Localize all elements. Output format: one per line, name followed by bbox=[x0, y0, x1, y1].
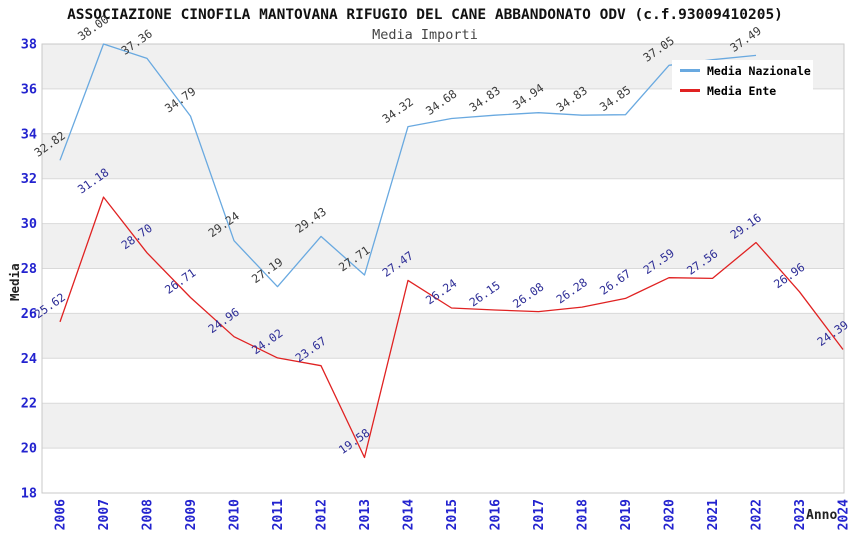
y-tick-label: 34 bbox=[21, 126, 37, 142]
y-tick-label: 26 bbox=[21, 306, 37, 322]
legend-label-nazionale: Media Nazionale bbox=[707, 63, 811, 78]
plot-band bbox=[42, 223, 844, 269]
data-label: 38.00 bbox=[75, 12, 111, 43]
data-label: 34.68 bbox=[423, 87, 459, 118]
plot-border bbox=[41, 43, 845, 494]
y-tick-label: 32 bbox=[21, 171, 37, 187]
plot-band bbox=[42, 133, 844, 179]
x-tick-label: 2024 bbox=[837, 499, 850, 530]
y-tick-label: 18 bbox=[21, 486, 37, 502]
x-tick-label: 2018 bbox=[576, 499, 591, 530]
ente-line-swatch-icon bbox=[680, 89, 700, 92]
y-tick-label: 24 bbox=[21, 351, 37, 367]
y-tick-label: 38 bbox=[21, 37, 37, 53]
x-tick-label: 2021 bbox=[706, 499, 721, 530]
y-tick-label: 28 bbox=[21, 261, 37, 277]
x-tick-label: 2023 bbox=[793, 499, 808, 530]
chart-title: ASSOCIAZIONE CINOFILA MANTOVANA RIFUGIO … bbox=[67, 7, 783, 23]
y-axis-label: Media bbox=[7, 263, 22, 301]
x-tick-label: 2015 bbox=[445, 499, 460, 530]
x-tick-label: 2009 bbox=[184, 499, 199, 530]
data-label: 26.67 bbox=[597, 266, 633, 297]
x-tick-label: 2017 bbox=[532, 499, 547, 530]
plot-band bbox=[42, 313, 844, 359]
data-label: 26.28 bbox=[554, 275, 590, 306]
x-tick-label: 2019 bbox=[619, 499, 634, 530]
nazionale-line-swatch-icon bbox=[680, 69, 700, 72]
y-tick-label: 30 bbox=[21, 216, 37, 232]
data-label: 26.71 bbox=[162, 265, 198, 296]
x-tick-label: 2010 bbox=[228, 499, 243, 530]
data-label: 26.24 bbox=[423, 276, 459, 307]
legend-item-ente: Media Ente bbox=[672, 82, 813, 99]
x-tick-label: 2020 bbox=[663, 499, 678, 530]
x-tick-label: 2007 bbox=[97, 499, 112, 530]
x-tick-label: 2014 bbox=[402, 499, 417, 530]
legend-label-ente: Media Ente bbox=[707, 83, 777, 98]
legend-item-nazionale: Media Nazionale bbox=[672, 62, 813, 79]
series-line-media-ente bbox=[59, 196, 844, 459]
y-tick-label: 22 bbox=[21, 396, 37, 412]
chart-subtitle: Media Importi bbox=[372, 27, 478, 43]
x-tick-label: 2006 bbox=[54, 499, 69, 530]
x-axis-label: Anno bbox=[806, 508, 838, 523]
plot-band bbox=[42, 403, 844, 449]
series-line-media-nazionale bbox=[59, 43, 757, 288]
x-tick-label: 2016 bbox=[489, 499, 504, 530]
x-tick-label: 2008 bbox=[141, 499, 156, 530]
x-tick-label: 2013 bbox=[358, 499, 373, 530]
legend: Media Nazionale Media Ente bbox=[672, 60, 813, 101]
data-label: 26.08 bbox=[510, 280, 546, 311]
data-label: 34.32 bbox=[380, 95, 416, 126]
x-tick-label: 2012 bbox=[315, 499, 330, 530]
x-tick-label: 2011 bbox=[271, 499, 286, 530]
data-label: 26.15 bbox=[467, 278, 503, 309]
y-tick-label: 36 bbox=[21, 81, 37, 97]
x-tick-label: 2022 bbox=[750, 499, 765, 530]
y-tick-label: 20 bbox=[21, 441, 37, 457]
